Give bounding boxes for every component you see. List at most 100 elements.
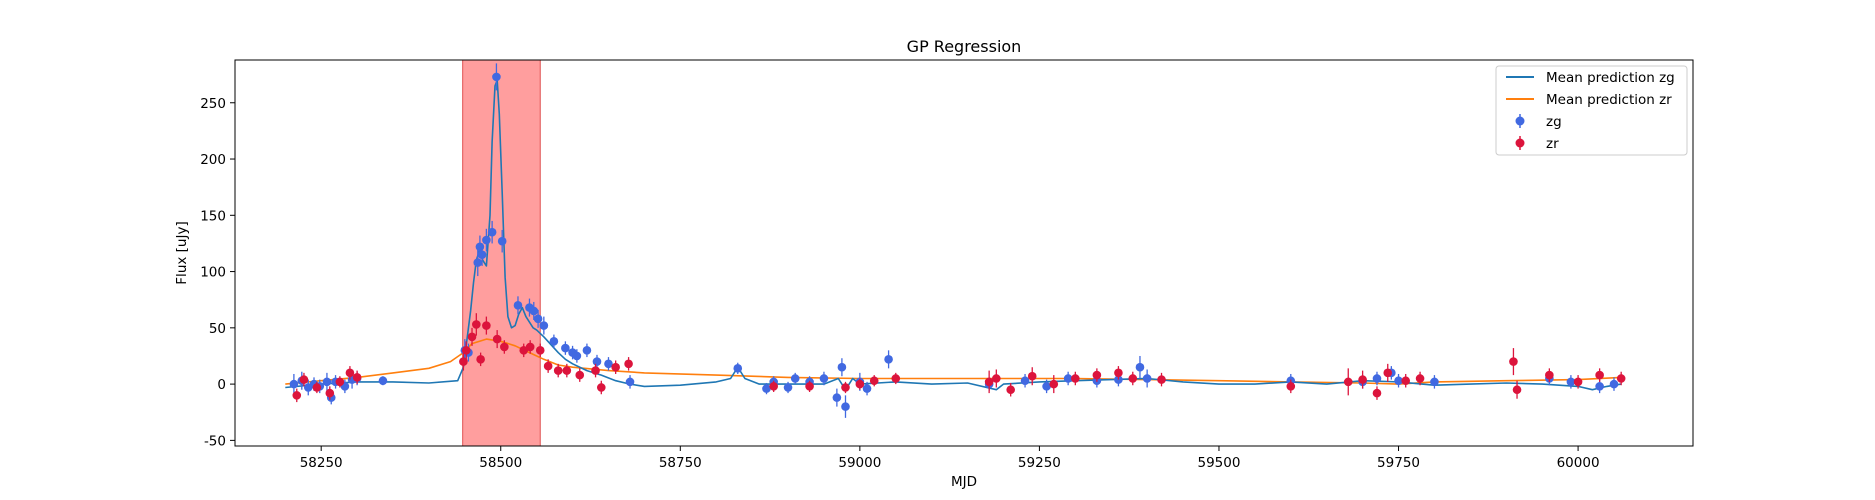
x-axis-label: MJD: [951, 474, 977, 490]
data-point-zr: [459, 357, 468, 366]
plot-frame: [234, 59, 1694, 447]
y-tick-label: 100: [200, 265, 226, 281]
data-point-zr: [461, 346, 471, 355]
legend-label-zg-points: zg: [1546, 114, 1562, 130]
x-axis: 58250 58500 58750 59000 59250 59500 59750 60000: [300, 446, 1600, 471]
data-point-zg: [837, 362, 847, 372]
data-point-zr: [624, 359, 633, 369]
data-point-zr: [1157, 375, 1166, 384]
data-point-zg: [1142, 374, 1152, 383]
prediction-line-zg: [285, 79, 1622, 391]
data-point-zr: [596, 383, 606, 392]
data-point-zr: [1006, 385, 1015, 395]
data-point-zg: [539, 321, 549, 330]
data-point-zr: [525, 342, 535, 352]
data-point-zr: [1512, 385, 1522, 395]
data-point-zg: [529, 306, 539, 316]
chart-title: GP Regression: [907, 37, 1022, 56]
data-point-zg: [473, 258, 483, 267]
data-point-zr: [869, 376, 879, 386]
legend-label-zr-line: Mean prediction zr: [1546, 92, 1672, 108]
data-point-zr: [591, 366, 600, 375]
data-point-zg: [1042, 382, 1051, 391]
data-point-zr: [1595, 370, 1604, 380]
data-point-zr: [345, 368, 355, 378]
data-point-zr: [472, 320, 481, 329]
data-point-zg: [572, 351, 582, 361]
data-point-zg: [549, 337, 559, 346]
data-point-zg: [475, 242, 485, 252]
data-point-zr: [335, 377, 345, 387]
data-point-zg: [1020, 376, 1030, 386]
data-point-zg: [1566, 377, 1576, 387]
data-point-zr: [1545, 370, 1554, 380]
legend-label-zr-points: zr: [1546, 136, 1559, 152]
legend: Mean prediction zg Mean prediction zr zg…: [1495, 65, 1688, 156]
data-point-zr: [1358, 375, 1367, 384]
data-point-zr: [325, 388, 335, 398]
legend-swatch-zg-points: [1515, 114, 1525, 128]
x-tick-label: 59250: [1018, 455, 1061, 471]
data-point-zg: [1135, 362, 1145, 372]
y-tick-label: -50: [204, 433, 226, 449]
data-point-zg: [625, 377, 635, 387]
data-point-zr: [1049, 379, 1059, 389]
data-point-zg: [790, 374, 800, 383]
data-point-zr: [1573, 377, 1583, 387]
data-point-zr: [543, 361, 553, 371]
data-point-zr: [467, 332, 477, 342]
data-point-zr: [575, 370, 585, 380]
data-point-zr: [1372, 388, 1382, 398]
data-point-zg: [1372, 374, 1382, 383]
data-point-zr: [519, 346, 529, 355]
data-point-zr: [1401, 376, 1411, 386]
data-point-zr: [1616, 374, 1626, 383]
data-point-zg: [762, 384, 771, 393]
data-point-zr: [1092, 370, 1102, 380]
data-point-zg: [487, 227, 497, 237]
data-point-zr: [984, 377, 994, 387]
data-point-zr: [299, 375, 309, 384]
data-point-zg: [513, 301, 523, 310]
data-point-zg: [289, 379, 299, 389]
data-point-zr: [482, 321, 491, 330]
legend-box: [1495, 65, 1688, 156]
data-point-zr: [1114, 368, 1123, 378]
legend-label-zg-line: Mean prediction zg: [1546, 70, 1675, 86]
data-point-zg: [1595, 382, 1604, 391]
data-point-zg: [561, 343, 570, 353]
data-point-zg: [378, 376, 388, 386]
plot-area: [285, 60, 1626, 446]
data-point-zr: [1509, 357, 1518, 366]
y-axis-label: Flux [uJy]: [174, 221, 190, 284]
y-tick-label: 250: [200, 96, 226, 112]
x-tick-label: 58750: [659, 455, 702, 471]
data-point-zr: [1415, 374, 1425, 383]
data-point-zg: [582, 346, 592, 355]
data-point-zr: [1343, 377, 1353, 387]
y-tick-label: 0: [217, 377, 226, 393]
data-point-zr: [476, 355, 485, 364]
data-point-zg: [819, 374, 829, 383]
data-point-zg: [783, 383, 793, 392]
data-point-zr: [805, 382, 814, 391]
observation-points: [289, 63, 1626, 418]
x-tick-label: 58250: [300, 455, 343, 471]
data-point-zg: [497, 236, 507, 246]
x-tick-label: 59500: [1197, 455, 1240, 471]
data-point-zr: [352, 373, 362, 382]
data-point-zg: [1063, 374, 1073, 383]
data-point-zr: [1071, 374, 1080, 383]
data-point-zr: [292, 391, 302, 400]
data-point-zr: [1286, 382, 1296, 391]
data-point-zg: [1394, 376, 1403, 386]
x-tick-label: 60000: [1557, 455, 1600, 471]
data-point-zg: [604, 359, 613, 369]
data-point-zr: [769, 382, 778, 391]
y-tick-label: 50: [209, 321, 226, 337]
data-point-zg: [492, 72, 501, 82]
data-point-zg: [322, 377, 332, 387]
y-tick-label: 200: [200, 152, 226, 168]
data-point-zg: [832, 393, 842, 402]
